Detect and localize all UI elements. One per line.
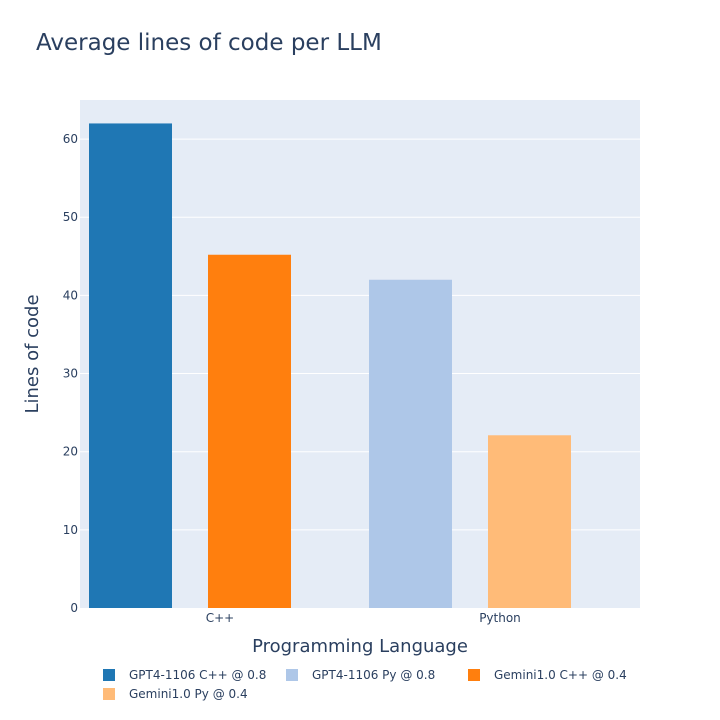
gridlines bbox=[80, 138, 640, 531]
legend-item[interactable]: GPT4-1106 C++ @ 0.8 bbox=[103, 668, 266, 682]
y-tick-label: 20 bbox=[63, 445, 78, 459]
x-axis-title: Programming Language bbox=[252, 636, 468, 657]
bar-gemini1-0-py-0-4[interactable] bbox=[488, 435, 571, 608]
y-tick-label: 40 bbox=[63, 288, 78, 302]
bar-gemini1-0-c-0-4[interactable] bbox=[208, 254, 291, 608]
x-tick-label: Python bbox=[479, 611, 521, 625]
y-tick-label: 0 bbox=[70, 601, 78, 615]
x-tick-label: C++ bbox=[206, 611, 235, 625]
y-axis-title: Lines of code bbox=[22, 294, 43, 413]
legend-item[interactable]: Gemini1.0 Py @ 0.4 bbox=[103, 687, 248, 701]
legend-swatch bbox=[103, 688, 115, 700]
x-axis-ticks: C++ Python bbox=[206, 611, 521, 625]
bar-gpt4-1106-py-0-8[interactable] bbox=[369, 279, 452, 608]
legend-swatch bbox=[286, 669, 298, 681]
legend[interactable]: GPT4-1106 C++ @ 0.8 GPT4-1106 Py @ 0.8 Gem… bbox=[103, 668, 627, 701]
legend-swatch bbox=[103, 669, 115, 681]
y-tick-label: 30 bbox=[63, 367, 78, 381]
legend-label: Gemini1.0 C++ @ 0.4 bbox=[494, 668, 627, 682]
bar-gpt4-1106-c-0-8[interactable] bbox=[89, 123, 172, 608]
legend-label: Gemini1.0 Py @ 0.4 bbox=[129, 687, 248, 701]
legend-item[interactable]: GPT4-1106 Py @ 0.8 bbox=[286, 668, 435, 682]
y-tick-label: 50 bbox=[63, 210, 78, 224]
legend-label: GPT4-1106 Py @ 0.8 bbox=[312, 668, 435, 682]
bars bbox=[89, 123, 571, 608]
y-axis-ticks: 0 10 20 30 40 50 60 bbox=[63, 132, 78, 615]
y-tick-label: 10 bbox=[63, 523, 78, 537]
legend-item[interactable]: Gemini1.0 C++ @ 0.4 bbox=[468, 668, 627, 682]
y-tick-label: 60 bbox=[63, 132, 78, 146]
chart-title: Average lines of code per LLM bbox=[36, 30, 382, 56]
legend-swatch bbox=[468, 669, 480, 681]
legend-label: GPT4-1106 C++ @ 0.8 bbox=[129, 668, 266, 682]
